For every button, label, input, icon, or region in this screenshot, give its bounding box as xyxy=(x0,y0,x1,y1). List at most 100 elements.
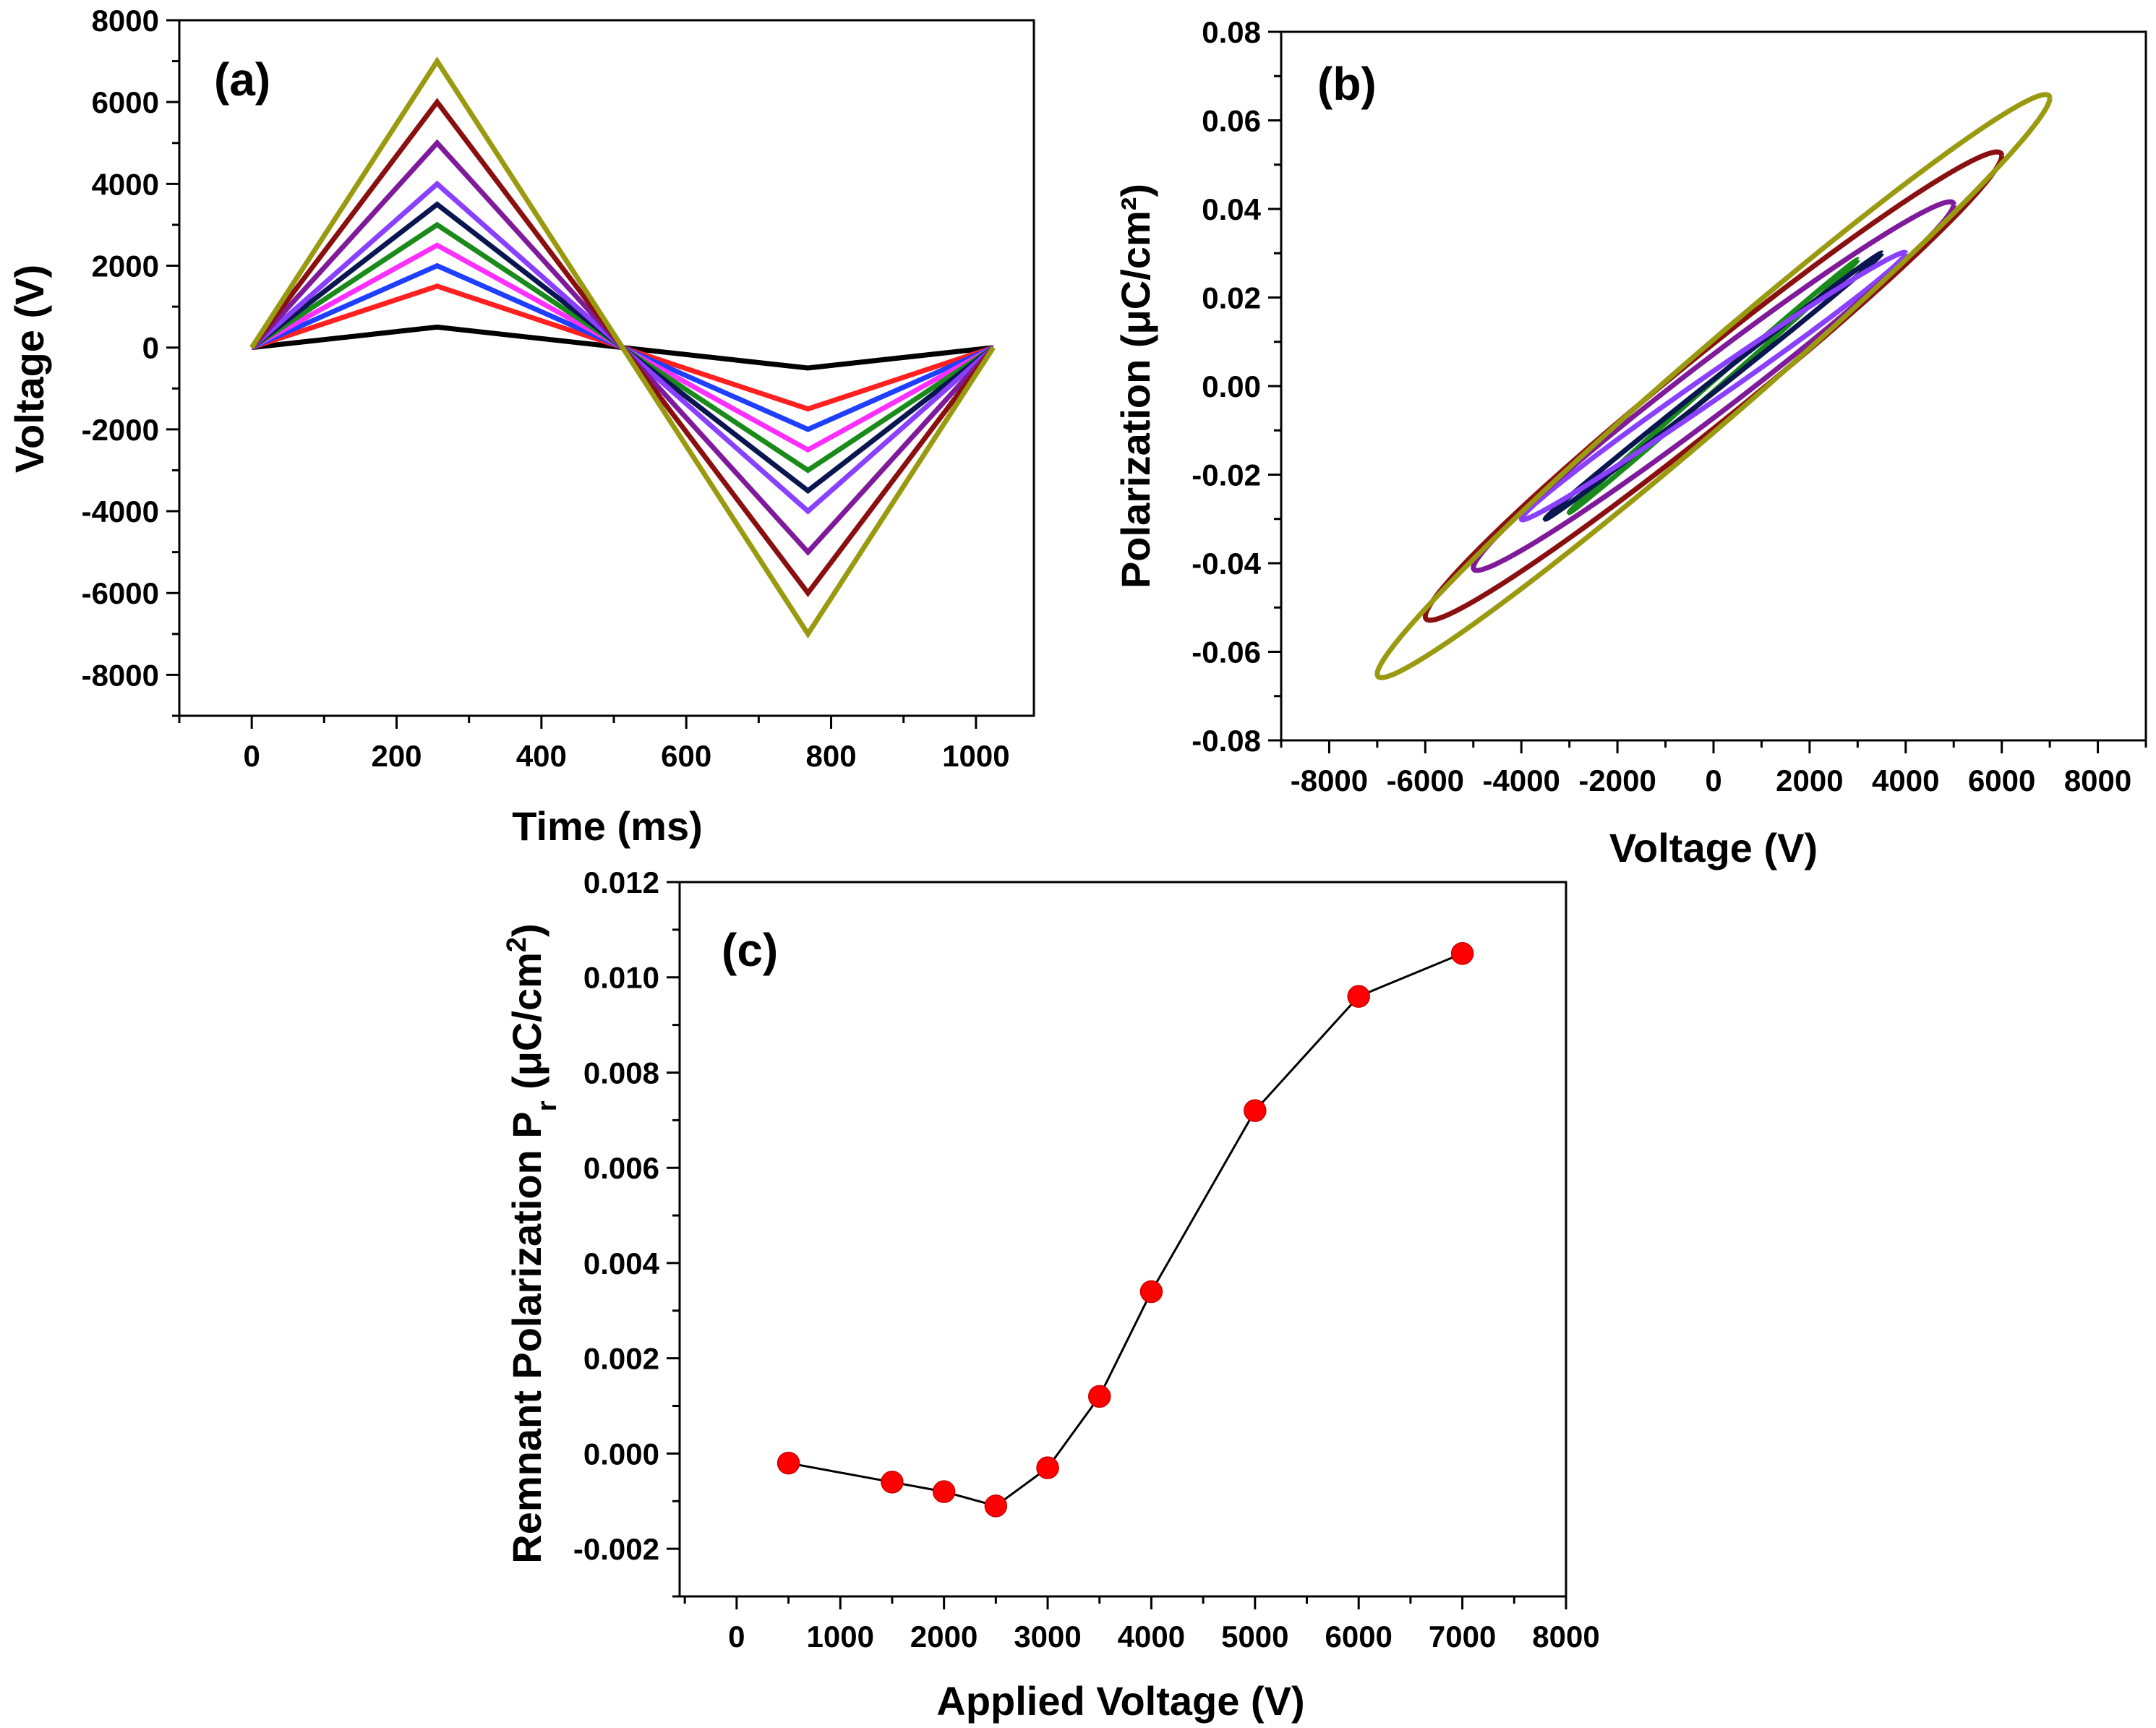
x-tick-label: 3000 xyxy=(1014,1620,1081,1654)
x-tick-label: 0 xyxy=(243,739,260,773)
x-tick-label: -6000 xyxy=(1387,764,1464,797)
pr-point-5000 xyxy=(1244,1099,1267,1122)
x-tick-label: 8000 xyxy=(2064,764,2131,797)
x-tick-label: 1000 xyxy=(807,1620,874,1654)
pr-connecting-line xyxy=(788,952,1463,1507)
y-tick-label: -0.002 xyxy=(573,1532,659,1566)
panel-c-y-title-sub: r xyxy=(532,1100,562,1111)
y-tick-label: 0.08 xyxy=(1202,15,1261,49)
panel-c-y-title-main: Remnant Polarization P xyxy=(504,1111,549,1563)
pr-point-3000 xyxy=(1036,1456,1059,1479)
pr-point-7000 xyxy=(1450,942,1474,965)
x-tick-label: 7000 xyxy=(1429,1620,1496,1654)
y-tick-label: 0.010 xyxy=(583,961,659,995)
pr-point-500 xyxy=(777,1451,800,1475)
y-tick-label: -2000 xyxy=(82,413,159,447)
y-tick-label: 0 xyxy=(142,331,159,365)
x-tick-label: -8000 xyxy=(1291,764,1368,797)
panel-c-y-title-unit: (μC/cm xyxy=(504,952,549,1100)
x-tick-label: 4000 xyxy=(1118,1620,1185,1654)
x-tick-label: 6000 xyxy=(1325,1620,1392,1654)
panel-a-voltage-vs-time: 0 200 400 600 800 1000 -8000 -6000 -4000 -2000 0 2… xyxy=(7,4,1035,849)
panel-b-x-tick-labels: -8000 -6000 -4000 -2000 0 2000 4000 6000 8000 xyxy=(1291,764,2132,797)
x-tick-label: 4000 xyxy=(1872,764,1939,797)
panel-b-polarization-vs-voltage: -8000 -6000 -4000 -2000 0 2000 4000 6000 8000 -0… xyxy=(1113,15,2147,871)
y-tick-label: 2000 xyxy=(92,249,159,283)
x-tick-label: 1000 xyxy=(942,739,1009,773)
panel-c-y-title-close: ) xyxy=(504,923,549,937)
x-tick-label: 8000 xyxy=(1532,1620,1599,1654)
y-tick-label: 0.006 xyxy=(583,1151,659,1185)
panel-b-x-axis-title: Voltage (V) xyxy=(1609,825,1818,871)
x-tick-label: 400 xyxy=(516,739,567,773)
panel-c-y-tick-labels: -0.002 0.000 0.002 0.004 0.006 0.008 0.010 0.01… xyxy=(573,865,660,1566)
y-tick-label: 0.002 xyxy=(583,1342,659,1376)
y-tick-label: 0.02 xyxy=(1202,281,1261,315)
panel-b-frame xyxy=(1280,30,2147,742)
y-tick-label: 0.00 xyxy=(1202,369,1261,403)
x-tick-label: 2000 xyxy=(1776,764,1843,797)
x-tick-label: 0 xyxy=(1705,764,1721,797)
x-tick-label: -2000 xyxy=(1578,764,1656,797)
panel-a-ticks xyxy=(166,19,978,729)
panel-a-x-axis-title: Time (ms) xyxy=(512,803,702,849)
y-tick-label: 0.000 xyxy=(583,1437,659,1471)
panel-b-ticks xyxy=(1268,30,2147,753)
loop-4000 xyxy=(1518,249,1909,523)
panel-b-series xyxy=(1374,92,2053,680)
x-tick-label: 6000 xyxy=(1968,764,2035,797)
panel-b-y-tick-labels: -0.08 -0.06 -0.04 -0.02 0.00 0.02 0.04 0.06 0.08 xyxy=(1192,15,1261,758)
y-tick-label: -0.06 xyxy=(1192,636,1261,670)
y-tick-label: 0.06 xyxy=(1202,104,1261,138)
pr-point-2500 xyxy=(984,1494,1008,1518)
pr-point-2000 xyxy=(932,1480,956,1503)
y-tick-label: 0.008 xyxy=(583,1056,659,1090)
panel-a-y-tick-labels: -8000 -6000 -4000 -2000 0 2000 4000 6000 8000 xyxy=(82,4,159,692)
x-tick-label: 200 xyxy=(371,739,422,773)
panel-c-ticks xyxy=(667,881,1567,1609)
panel-c-y-axis-title: Remnant Polarization Pr (μC/cm2) xyxy=(502,923,562,1563)
x-tick-label: 5000 xyxy=(1221,1620,1288,1654)
panel-c-series xyxy=(777,942,1474,1518)
panel-c-x-axis-title: Applied Voltage (V) xyxy=(936,1678,1304,1724)
panel-c-remnant-polarization: 0 1000 2000 3000 4000 5000 6000 7000 8000 -0.002… xyxy=(502,865,1600,1724)
y-tick-label: -0.02 xyxy=(1192,458,1261,492)
panel-c-label: (c) xyxy=(722,924,778,976)
loop-5000 xyxy=(1471,199,1956,573)
panel-a-label: (a) xyxy=(214,54,270,106)
panel-a-frame xyxy=(178,19,1035,717)
x-tick-label: 600 xyxy=(661,739,711,773)
pr-point-4000 xyxy=(1139,1280,1163,1304)
pr-point-6000 xyxy=(1347,985,1370,1008)
y-tick-label: 8000 xyxy=(92,4,159,38)
y-tick-label: -0.08 xyxy=(1192,724,1261,758)
y-tick-label: 4000 xyxy=(92,167,159,201)
y-tick-label: 6000 xyxy=(92,85,159,119)
panel-a-y-axis-title: Voltage (V) xyxy=(7,265,52,473)
loop-6000 xyxy=(1422,149,2005,623)
panel-a-x-tick-labels: 0 200 400 600 800 1000 xyxy=(243,739,1009,773)
x-tick-label: 0 xyxy=(728,1620,745,1654)
panel-b-label: (b) xyxy=(1317,58,1377,110)
panel-a-series xyxy=(249,56,996,639)
panel-c-frame xyxy=(678,881,1567,1598)
pr-point-3500 xyxy=(1087,1385,1111,1408)
y-tick-label: -4000 xyxy=(82,495,159,529)
y-tick-label: -0.04 xyxy=(1192,547,1261,581)
loop-3000 xyxy=(1566,257,1860,516)
y-tick-label: 0.004 xyxy=(583,1246,660,1280)
y-tick-label: -6000 xyxy=(82,576,159,610)
x-tick-label: 800 xyxy=(805,739,856,773)
panel-c-y-title-sup: 2 xyxy=(502,937,532,952)
panel-b-y-axis-title: Polarization (μC/cm²) xyxy=(1113,184,1158,589)
x-tick-label: -4000 xyxy=(1483,764,1560,797)
series-line-7000 xyxy=(249,56,996,639)
panel-c-x-tick-labels: 0 1000 2000 3000 4000 5000 6000 7000 8000 xyxy=(728,1620,1600,1654)
y-tick-label: -8000 xyxy=(82,658,159,692)
y-tick-label: 0.012 xyxy=(583,865,659,899)
x-tick-label: 2000 xyxy=(910,1620,978,1654)
loop-7000 xyxy=(1374,92,2053,680)
pr-point-1500 xyxy=(881,1471,904,1494)
y-tick-label: 0.04 xyxy=(1202,192,1261,226)
